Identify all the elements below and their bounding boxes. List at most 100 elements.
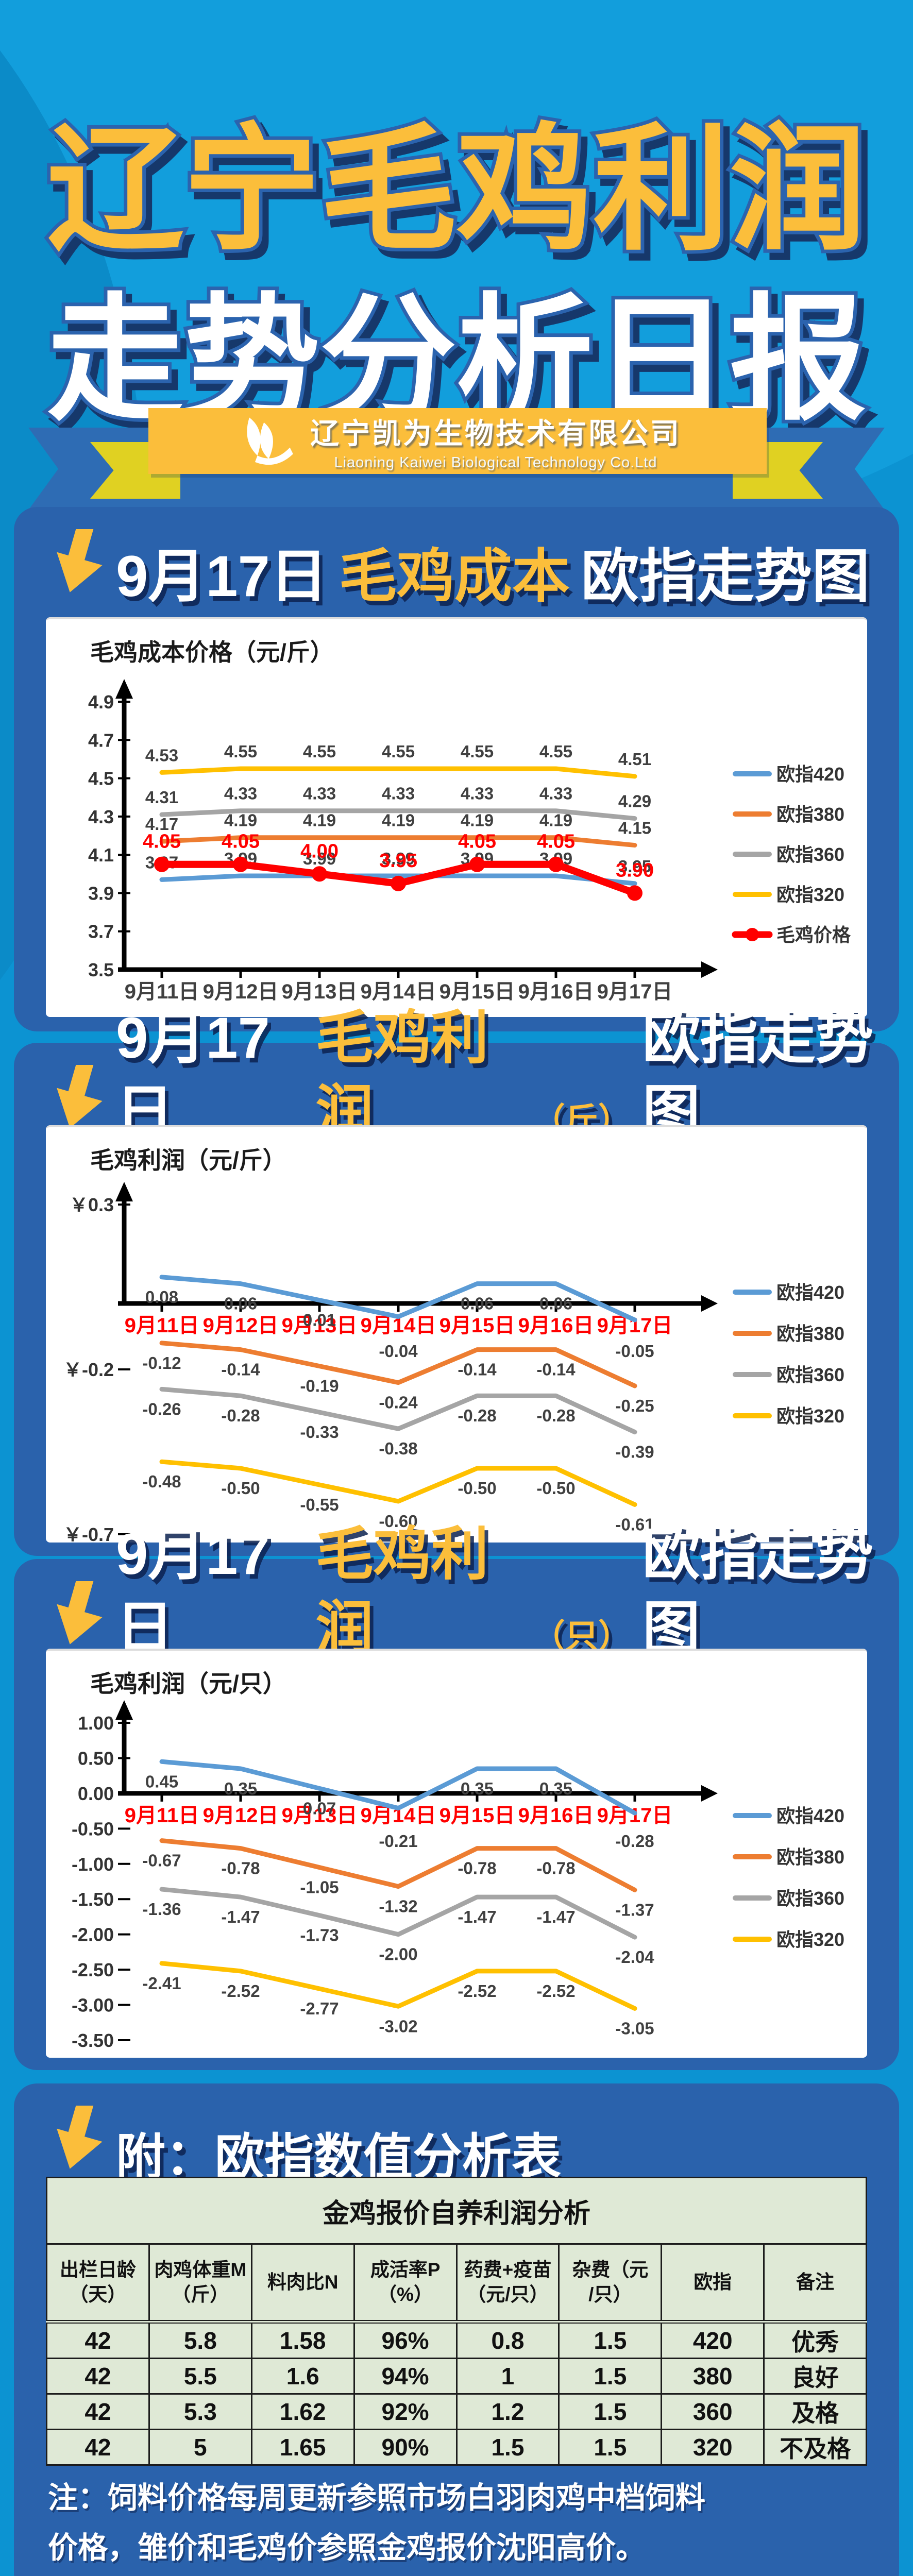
table-cell: 360 [661,2393,765,2430]
section-arrow-icon [47,528,105,609]
svg-text:-0.60: -0.60 [379,1512,417,1531]
section-header-appendix: 附：欧指数值分析表 [47,2101,561,2190]
svg-text:-2.77: -2.77 [300,1999,339,2018]
table-cell: 94% [353,2358,458,2395]
svg-text:0.07: 0.07 [303,1799,336,1818]
table-cell: 90% [353,2429,458,2466]
svg-text:9月16日: 9月16日 [518,980,594,1003]
table-title: 金鸡报价自养利润分析 [46,2177,867,2245]
svg-text:欧指420: 欧指420 [776,1805,844,1826]
svg-text:-0.50: -0.50 [221,1479,260,1498]
table-cell: 42 [46,2358,150,2395]
svg-text:4.00: 4.00 [300,840,339,862]
svg-text:-0.05: -0.05 [615,1342,654,1361]
svg-text:-0.28: -0.28 [615,1832,654,1851]
svg-text:4.17: 4.17 [145,815,178,834]
table-cell: 1.62 [250,2393,355,2430]
table-cell: 1.5 [558,2321,663,2359]
profit-per-jin-chart: 毛鸡利润（元/斤） ￥0.3 ￥-0.2 ￥-0.7 9月11日 9月12日 9月13日 9月… [63,1147,844,1543]
section-highlight: 毛鸡利润 [315,1522,489,1660]
svg-text:4.29: 4.29 [618,792,651,811]
section-panel-profit-jin: 9月17日 毛鸡利润 （斤） 欧指走势图 毛鸡利润（元/斤） ￥0.3 ￥-0.2 ￥… [14,1006,899,1556]
table-cell: 1.65 [250,2429,355,2466]
svg-text:9月16日: 9月16日 [518,1804,594,1827]
table-note-line1: 注：饲料价格每周更新参照市场白羽肉鸡中档饲料 [48,2481,706,2515]
svg-text:-3.00: -3.00 [72,1995,114,2016]
svg-text:3.9: 3.9 [88,883,114,904]
section-date: 9月17日 [116,1522,270,1660]
section-header-cost: 9月17日 毛鸡成本 欧指走势图 [47,524,870,613]
svg-text:-0.38: -0.38 [379,1439,417,1458]
svg-text:-0.04: -0.04 [379,1342,418,1361]
svg-text:0.00: 0.00 [78,1783,114,1804]
main-title-line1: 辽宁毛鸡利润 [47,114,866,266]
cost-chart: 毛鸡成本价格（元/斤） 4.9 4.7 4.5 4.3 4.1 3.9 3.7 3.5 9月11日… [88,639,851,1003]
svg-text:-0.14: -0.14 [458,1360,497,1379]
profit-jin-chart-box: 毛鸡利润（元/斤） ￥0.3 ￥-0.2 ￥-0.7 9月11日 9月12日 9月13日 9月… [46,1125,867,1543]
svg-text:4.9: 4.9 [88,691,114,713]
company-banner: 辽宁凯为生物技术有限公司 Liaoning Kaiwei Biological … [0,408,913,532]
svg-text:-0.61: -0.61 [615,1515,654,1534]
svg-text:9月11日: 9月11日 [125,1314,199,1337]
svg-text:-0.78: -0.78 [536,1859,575,1878]
svg-text:欧指360: 欧指360 [776,1364,844,1385]
profit-table: 金鸡报价自养利润分析 出栏日龄 （天） 肉鸡体重M （斤） 料肉比N 成活率P （%）药… [46,2177,867,2466]
svg-text:-2.41: -2.41 [142,1974,181,1993]
svg-text:欧指360: 欧指360 [776,844,844,865]
svg-text:4.31: 4.31 [145,788,178,807]
svg-text:0.35: 0.35 [224,1779,257,1798]
table-cell: 良好 [763,2358,867,2395]
svg-text:9月12日: 9月12日 [203,1804,279,1827]
cost-chart-box: 毛鸡成本价格（元/斤） 4.9 4.7 4.5 4.3 4.1 3.9 3.7 3.5 9月11日… [46,617,867,1017]
svg-text:￥-0.2: ￥-0.2 [63,1359,114,1380]
svg-text:3.95: 3.95 [618,857,651,876]
svg-text:-0.12: -0.12 [142,1353,181,1372]
svg-text:4.51: 4.51 [618,750,651,769]
svg-text:4.7: 4.7 [88,730,114,751]
table-cell: 1.5 [455,2429,560,2466]
svg-text:0.35: 0.35 [461,1779,494,1798]
table-cell: 不及格 [763,2429,867,2466]
table-cell: 及格 [763,2393,867,2430]
svg-text:-2.52: -2.52 [536,1981,575,2001]
table-cell: 42 [46,2429,150,2466]
svg-text:3.99: 3.99 [303,849,336,868]
svg-text:-0.28: -0.28 [536,1406,575,1425]
table-header: 药费+疫苗 （元/只） [455,2243,560,2324]
svg-text:4.5: 4.5 [88,768,114,789]
table-row: 42 5.3 1.62 92% 1.2 1.5 360 及格 [46,2393,867,2430]
svg-text:-1.47: -1.47 [221,1907,260,1926]
table-cell: 1.5 [558,2393,663,2430]
svg-text:欧指420: 欧指420 [776,764,844,785]
table-cell: 92% [353,2393,458,2430]
table-header: 料肉比N [250,2243,355,2324]
section-panel-profit-bird: 9月17日 毛鸡利润 （只） 欧指走势图 毛鸡利润（元/只） 1.00 0.50 0.… [14,1522,899,2070]
svg-text:-0.25: -0.25 [615,1396,654,1415]
company-name-en: Liaoning Kaiwei Biological Technology Co… [334,454,657,471]
svg-text:-3.50: -3.50 [72,2030,114,2051]
svg-text:9月15日: 9月15日 [439,1804,515,1827]
svg-text:毛鸡价格: 毛鸡价格 [776,924,851,945]
svg-text:1.00: 1.00 [78,1713,114,1734]
svg-text:欧指380: 欧指380 [776,804,844,825]
main-title-line1-shadow: 辽宁毛鸡利润 [53,121,872,274]
svg-text:欧指320: 欧指320 [776,884,844,905]
svg-text:-0.78: -0.78 [458,1859,496,1878]
svg-text:-0.39: -0.39 [615,1443,654,1462]
svg-text:-1.73: -1.73 [300,1926,339,1945]
svg-text:3.90: 3.90 [616,859,654,881]
svg-text:4.33: 4.33 [303,784,336,803]
svg-text:4.33: 4.33 [382,784,415,803]
svg-text:4.55: 4.55 [224,742,257,761]
table-header: 成活率P （%） [353,2243,458,2324]
svg-text:0.01: 0.01 [303,1311,336,1330]
section-tail: 欧指走势图 [642,1522,873,1660]
svg-text:-0.28: -0.28 [458,1406,496,1425]
table-cell: 420 [661,2321,765,2359]
svg-text:-3.02: -3.02 [379,2016,417,2036]
svg-text:毛鸡利润（元/斤）: 毛鸡利润（元/斤） [90,1147,286,1174]
svg-text:-0.78: -0.78 [221,1859,260,1878]
table-cell: 5.8 [148,2321,252,2359]
svg-text:3.7: 3.7 [88,921,114,942]
